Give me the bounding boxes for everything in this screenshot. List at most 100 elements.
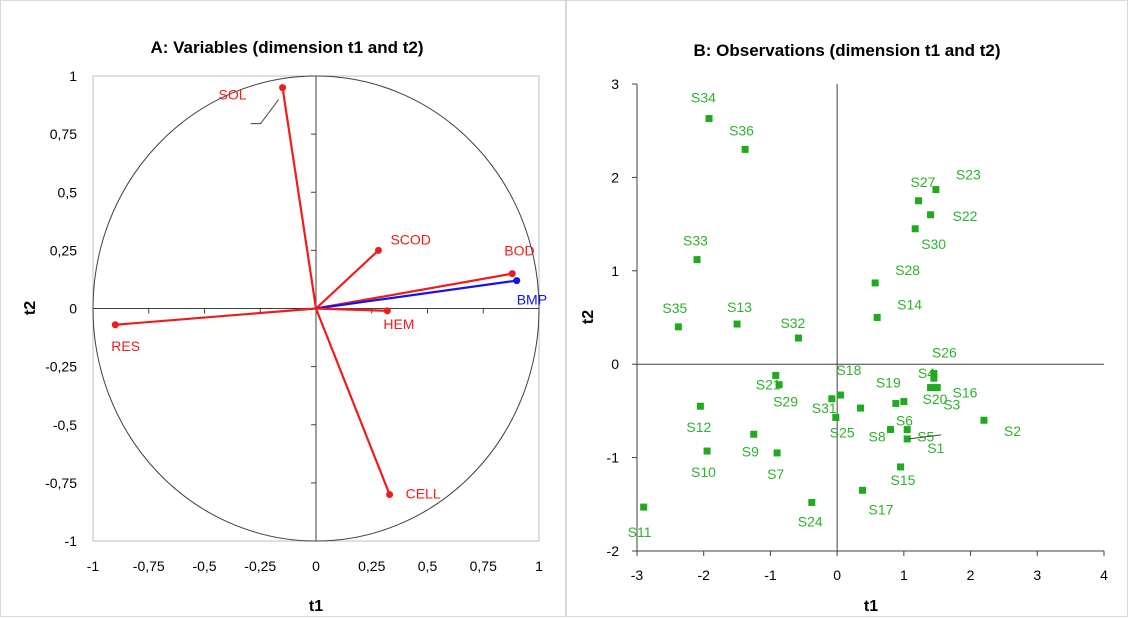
vector-line-cell: [314, 308, 391, 495]
point-label-s3: S3: [943, 397, 960, 413]
point-s22: [927, 211, 935, 219]
point-label-s15: S15: [891, 472, 916, 488]
y-tick-label: -1: [607, 450, 620, 466]
y-axis-title: t2: [22, 301, 39, 315]
x-axis-title: t1: [864, 598, 878, 615]
point-s19: [892, 399, 900, 407]
point-s35: [674, 323, 682, 331]
point-s20: [856, 404, 864, 412]
x-tick-label: 1: [900, 567, 908, 583]
vector-point-bod: [508, 270, 516, 278]
point-s13: [733, 320, 741, 328]
point-s6: [900, 398, 908, 406]
y-tick-label: -2: [607, 543, 620, 559]
point-label-s21: S21: [756, 376, 781, 392]
point-label-s27: S27: [911, 174, 936, 190]
vector-label-sol: SOL: [219, 87, 247, 103]
x-axis-title: t1: [309, 598, 323, 615]
x-tick-label: -0,75: [133, 558, 165, 574]
x-tick-label: 0,25: [358, 558, 385, 574]
x-tick-label: 4: [1100, 567, 1108, 583]
y-tick-label: -0,5: [53, 417, 77, 433]
point-label-s25: S25: [830, 424, 855, 440]
vector-line-bod: [315, 272, 513, 310]
point-s16: [927, 384, 935, 392]
vector-line-scod: [315, 249, 380, 310]
point-s8: [887, 426, 895, 434]
point-label-s18: S18: [836, 362, 861, 378]
point-s28: [871, 279, 879, 287]
point-label-s19: S19: [876, 374, 901, 390]
point-label-s34: S34: [691, 90, 716, 106]
point-s31: [828, 395, 836, 403]
point-s21: [772, 371, 780, 379]
x-tick-label: -0,5: [192, 558, 216, 574]
plot-area: -1 -0,75 -0,5 -0,25 0 0,25 0,5 0,75 1 -1 -0,75 -0,5…: [45, 68, 547, 574]
point-label-s4: S4: [918, 365, 935, 381]
point-label-s14: S14: [897, 297, 922, 313]
x-tick-label: 1: [535, 558, 543, 574]
label-leader-line: [909, 434, 942, 440]
point-s24: [808, 498, 816, 506]
y-tick-label: 0,75: [50, 126, 77, 142]
vector-point-hem: [383, 307, 391, 315]
x-tick-label: -1: [764, 567, 777, 583]
point-label-s32: S32: [780, 315, 805, 331]
y-tick-label: 2: [611, 169, 619, 185]
point-s7: [773, 449, 781, 457]
point-label-s35: S35: [662, 300, 687, 316]
x-tick-label: 3: [1033, 567, 1041, 583]
point-s9: [750, 430, 758, 438]
point-label-s2: S2: [1004, 423, 1021, 439]
vector-line-res: [115, 307, 317, 326]
point-label-s8: S8: [869, 429, 886, 445]
y-tick-label: 0,5: [58, 184, 78, 200]
x-tick-label: -3: [631, 567, 644, 583]
chart-title: B: Observations (dimension t1 and t2): [694, 41, 1001, 60]
vector-label-scod: SCOD: [390, 231, 430, 247]
y-tick-label: 0: [611, 356, 619, 372]
point-label-s31: S31: [812, 400, 837, 416]
vector-line-hem: [315, 307, 388, 312]
vector-line-sol: [281, 87, 318, 309]
x-tick-label: 0: [833, 567, 841, 583]
x-tick-label: -2: [697, 567, 710, 583]
point-label-s1: S1: [927, 440, 944, 456]
variables-chart-panel: A: Variables (dimension t1 and t2) -1 -0,…: [0, 0, 566, 617]
chart-title: A: Variables (dimension t1 and t2): [150, 38, 423, 57]
point-s11: [640, 503, 648, 511]
x-tick-label: 0,5: [418, 558, 438, 574]
y-tick-label: 1: [69, 68, 77, 84]
vector-point-sol: [279, 84, 287, 92]
point-label-s9: S9: [742, 443, 759, 459]
variables-chart: A: Variables (dimension t1 and t2) -1 -0,…: [22, 38, 547, 615]
point-s36: [741, 145, 749, 153]
x-tick-label: -0,25: [244, 558, 276, 574]
point-s14: [873, 314, 881, 321]
point-label-s29: S29: [773, 394, 798, 410]
point-s1: [903, 435, 911, 443]
y-tick-label: 0: [69, 301, 77, 317]
vector-point-bmp: [513, 277, 521, 285]
x-tick-label: 0,75: [470, 558, 497, 574]
point-s5: [903, 426, 911, 434]
point-label-s16: S16: [953, 385, 978, 401]
point-label-s24: S24: [798, 513, 823, 529]
vector-point-scod: [374, 246, 382, 254]
label-leader-line: [250, 99, 279, 125]
vector-line-bmp: [315, 279, 517, 310]
y-tick-label: -0,75: [45, 475, 77, 491]
plot-area: -3 -2 -1 0 1 2 3 4-2-10123S1S2S3S4S5S6S7S8S9S10…: [607, 76, 1109, 583]
point-s33: [693, 256, 701, 264]
point-label-s10: S10: [691, 464, 716, 480]
point-s34: [705, 115, 713, 123]
point-label-s11: S11: [628, 524, 652, 540]
x-tick-label: -1: [87, 558, 100, 574]
point-s32: [794, 334, 802, 342]
point-s29: [775, 381, 783, 389]
point-s27: [915, 197, 923, 205]
y-tick-label: 3: [611, 76, 619, 92]
point-label-s28: S28: [895, 262, 920, 278]
y-tick-label: 0,25: [50, 242, 77, 258]
point-label-s26: S26: [932, 345, 957, 361]
